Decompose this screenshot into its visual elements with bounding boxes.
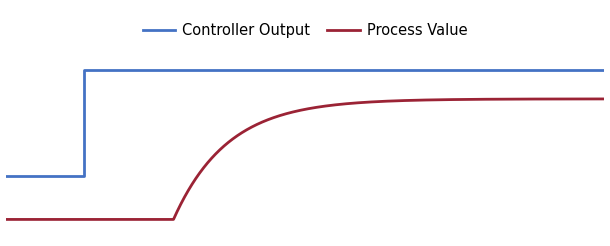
Legend: Controller Output, Process Value: Controller Output, Process Value (137, 17, 473, 44)
